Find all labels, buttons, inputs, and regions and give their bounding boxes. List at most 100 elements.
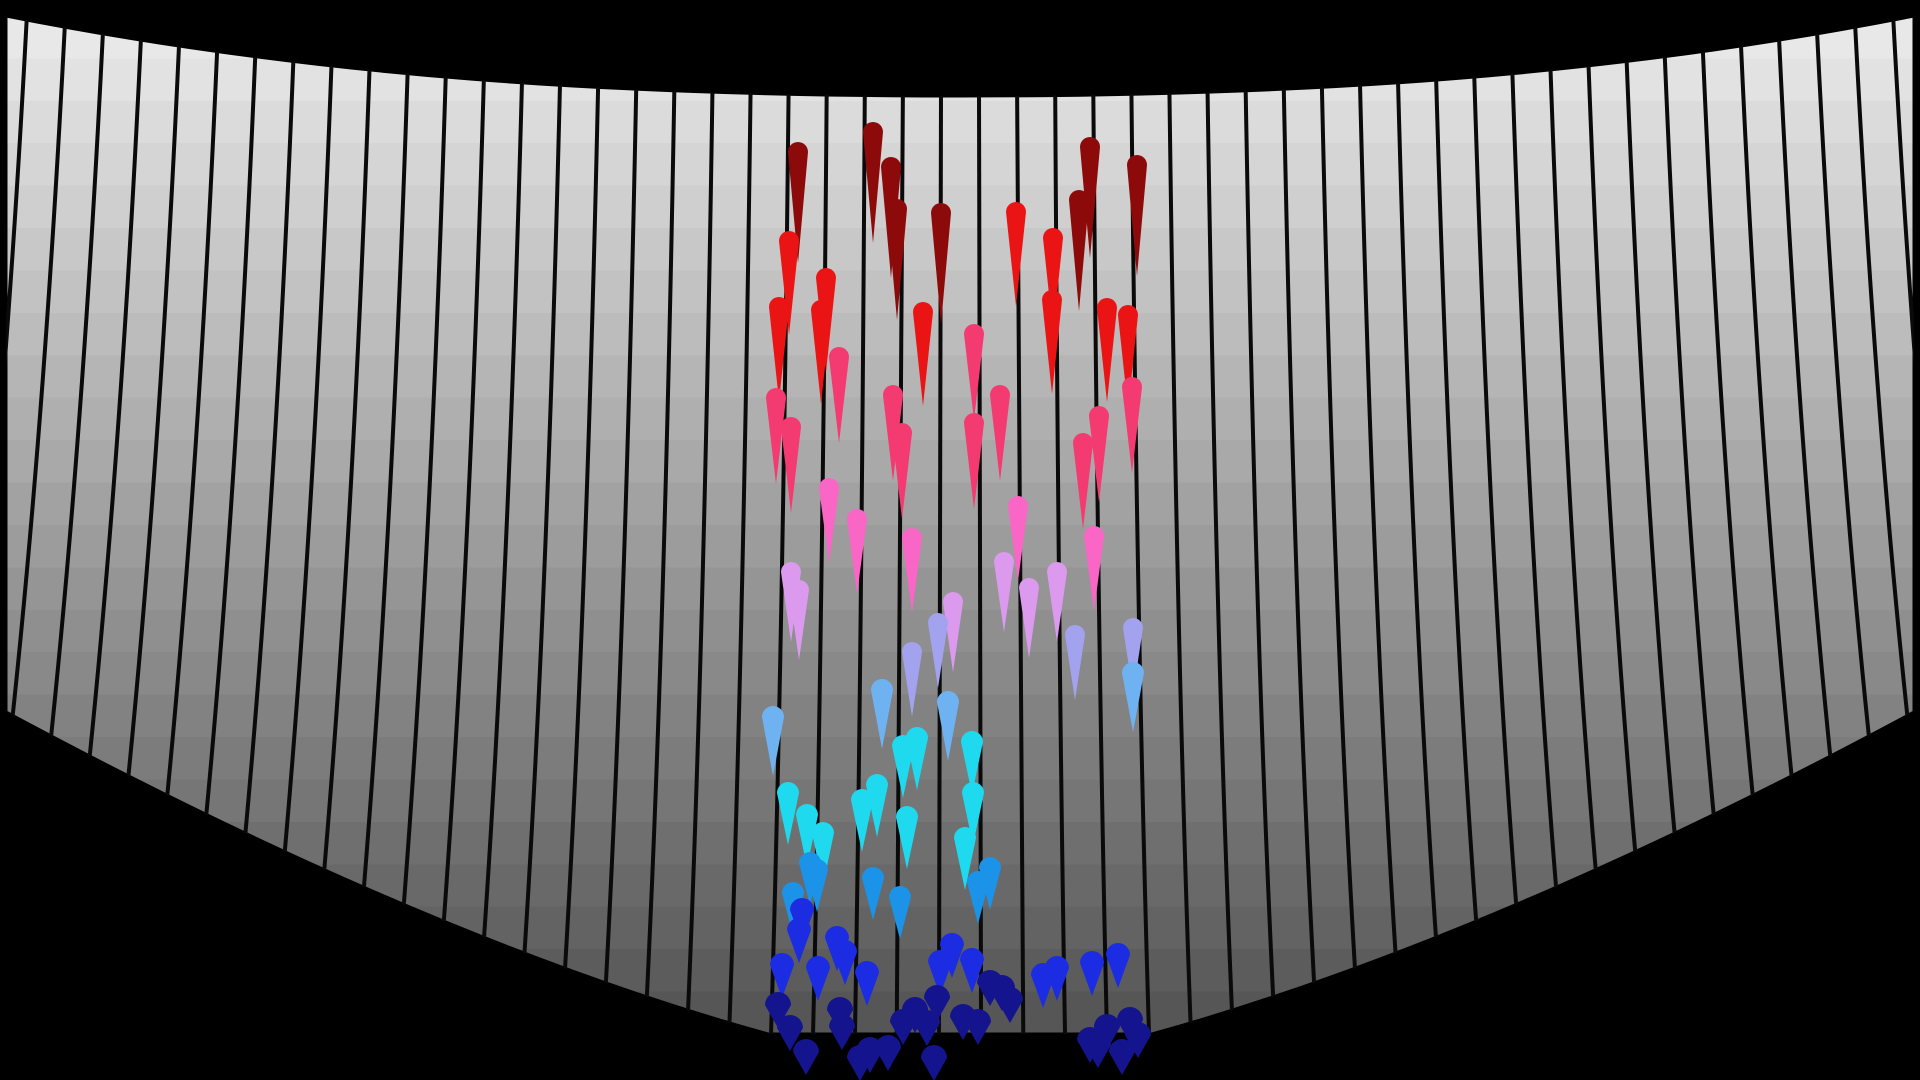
particle-droplet-crimson (1122, 377, 1142, 473)
particle-droplet-navy (777, 1015, 803, 1051)
particle-droplet-violet (994, 552, 1014, 632)
particle-droplet-red (913, 302, 933, 406)
particle-droplet-cyan (812, 822, 834, 885)
particle-droplet-dark-red (1069, 190, 1089, 311)
particle-droplet-light-blue (762, 706, 784, 776)
particle-droplet-dark-red (788, 142, 808, 263)
meridian-line (724, 89, 753, 1034)
particle-droplet-blue (833, 940, 857, 985)
meridian-line (597, 84, 639, 1034)
meridian-line (1281, 84, 1323, 1034)
particle-droplet-blue (1106, 943, 1130, 988)
particle-droplet-violet (1047, 562, 1067, 642)
particle-droplet-red (811, 300, 831, 404)
meridian-line (851, 91, 867, 1034)
meridian-line (6, 16, 29, 1034)
particle-droplet-dark-red (1127, 155, 1147, 276)
particle-droplet-crimson (766, 388, 786, 484)
particle-droplet-cyan (962, 782, 984, 845)
particle-droplet-dodger-blue (862, 867, 884, 920)
meridian-line (977, 91, 984, 1034)
particle-droplet-cyan (796, 804, 818, 867)
particle-droplet-blue (1080, 951, 1104, 996)
meridian-line (682, 87, 715, 1034)
particle-droplet-navy (829, 1014, 855, 1050)
particle-droplet-blue (940, 933, 964, 978)
meridian-line (1243, 86, 1281, 1034)
meridian-line (6, 20, 68, 1034)
particle-droplet-crimson (964, 324, 984, 420)
particle-droplet-periwinkle (902, 642, 922, 717)
particle-droplet-blue (787, 918, 811, 963)
particle-droplet-dark-red (863, 122, 883, 243)
particle-droplet-violet (943, 592, 963, 672)
particle-droplet-hot-pink (1084, 526, 1104, 611)
meridian-line (1205, 87, 1238, 1034)
particle-droplet-cyan (892, 735, 914, 798)
particle-droplet-navy (924, 985, 950, 1021)
particle-droplet-red (1043, 228, 1063, 332)
particle-droplet-red (1042, 290, 1062, 394)
particles (762, 122, 1151, 1080)
particle-droplet-crimson (781, 417, 801, 513)
particle-droplet-dodger-blue (979, 857, 1001, 910)
particle-droplet-red (779, 231, 799, 335)
particle-droplet-navy (765, 992, 791, 1028)
funnel-surface (4, 14, 1916, 1036)
particle-droplet-cyan (896, 806, 918, 869)
particle-droplet-navy (1125, 1022, 1151, 1058)
particle-droplet-dark-red (931, 203, 951, 324)
meridian-line (639, 86, 677, 1034)
particle-droplet-crimson (964, 413, 984, 509)
particle-droplet-light-blue (1122, 662, 1144, 732)
meridian-line (1852, 20, 1914, 1034)
particle-droplet-crimson (1073, 433, 1093, 529)
particle-droplet-dark-red (887, 199, 907, 320)
particle-droplet-navy (902, 997, 928, 1033)
particle-droplet-red (769, 297, 789, 401)
particle-droplet-navy (1085, 1032, 1111, 1068)
particle-droplet-hot-pink (902, 528, 922, 613)
particle-droplet-crimson (990, 385, 1010, 481)
particle-droplet-red (1006, 202, 1026, 306)
particle-droplet-dark-red (1080, 137, 1100, 258)
particle-droplet-cyan (954, 827, 976, 890)
particle-droplet-navy (914, 1010, 940, 1046)
particle-droplet-periwinkle (928, 613, 948, 688)
particle-droplet-navy (793, 1039, 819, 1075)
particle-droplet-dodger-blue (889, 886, 911, 939)
particle-droplet-cyan (851, 789, 873, 852)
particle-droplet-hot-pink (847, 509, 867, 594)
particle-droplet-crimson (1089, 406, 1109, 502)
particle-droplet-red (1118, 305, 1138, 409)
particle-droplet-blue (960, 948, 984, 993)
particle-droplet-periwinkle (1065, 625, 1085, 700)
particle-droplet-hot-pink (1008, 496, 1028, 581)
particle-droplet-blue (806, 956, 830, 1001)
meridian-line (1091, 90, 1111, 1034)
particle-droplet-blue (1031, 963, 1055, 1008)
particle-droplet-dodger-blue (806, 859, 828, 912)
particle-droplet-dodger-blue (967, 871, 989, 924)
particle-droplet-violet (789, 580, 809, 660)
particle-droplet-crimson (892, 423, 912, 519)
particle-droplet-light-blue (871, 679, 893, 749)
particle-droplet-blue (928, 950, 952, 995)
particle-droplet-navy (847, 1045, 873, 1080)
meridian-line (1167, 89, 1196, 1034)
particle-droplet-hot-pink (819, 478, 839, 563)
particle-droplet-navy (1109, 1039, 1135, 1075)
particle-droplet-cyan (961, 731, 983, 794)
particle-droplet-navy (921, 1045, 947, 1080)
particle-droplet-red (1097, 298, 1117, 402)
particle-droplet-light-blue (937, 691, 959, 761)
particle-droplet-navy (1094, 1014, 1120, 1050)
particle-droplet-crimson (829, 347, 849, 443)
particle-droplet-cyan (777, 782, 799, 845)
particle-droplet-violet (1019, 578, 1039, 658)
particle-droplet-navy (890, 1009, 916, 1045)
particle-droplet-blue (770, 953, 794, 998)
meridian-line (1891, 16, 1914, 1034)
